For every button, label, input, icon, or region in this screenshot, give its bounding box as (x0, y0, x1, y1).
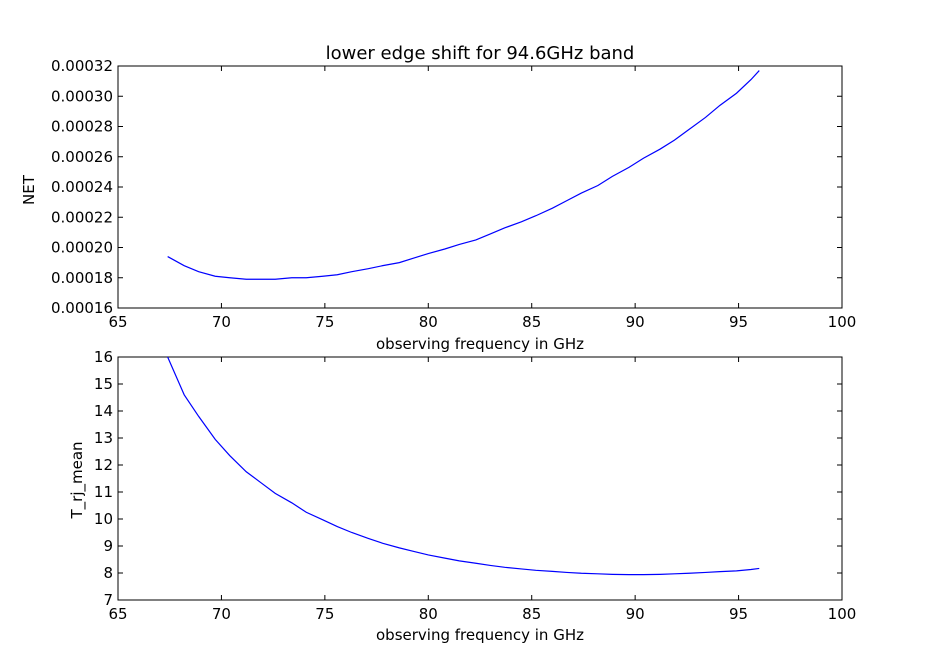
y-tick-label: 16 (94, 348, 113, 366)
x-tick-label: 70 (212, 313, 231, 331)
x-tick-label: 100 (828, 313, 857, 331)
y-tick-label: 10 (94, 510, 113, 528)
y-tick-label: 7 (103, 591, 113, 609)
y-tick-label: 0.00026 (51, 148, 113, 166)
x-tick-label: 85 (522, 313, 541, 331)
series-line-trj-mean (167, 356, 760, 576)
x-axis-label: observing frequency in GHz (376, 335, 584, 353)
y-tick-label: 0.00018 (51, 269, 113, 287)
plot-frame (117, 356, 843, 601)
series-line-net (167, 70, 760, 280)
x-tick-label: 90 (626, 313, 645, 331)
x-tick-label: 80 (419, 313, 438, 331)
y-tick-label: 12 (94, 456, 113, 474)
y-axis-ticks: 0.00016 0.00018 0.00020 0.00022 0.00024 0.000… (51, 57, 842, 317)
y-tick-label: 0.00016 (51, 299, 113, 317)
y-axis-ticks: 7 8 9 10 11 12 13 14 15 16 (94, 348, 842, 609)
y-tick-label: 13 (94, 429, 113, 447)
y-tick-label: 0.00032 (51, 57, 113, 75)
y-tick-label: 0.00020 (51, 239, 113, 257)
y-tick-label: 0.00022 (51, 208, 113, 226)
x-tick-label: 75 (315, 313, 334, 331)
x-axis-label: observing frequency in GHz (376, 626, 584, 644)
net-chart: lower edge shift for 94.6GHz band 65 70 75… (20, 43, 856, 353)
y-tick-label: 15 (94, 375, 113, 393)
x-tick-label: 95 (729, 313, 748, 331)
x-tick-label: 65 (108, 605, 127, 623)
chart-title: lower edge shift for 94.6GHz band (326, 43, 635, 64)
x-tick-label: 80 (419, 605, 438, 623)
x-tick-label: 100 (828, 605, 857, 623)
y-tick-label: 0.00024 (51, 178, 113, 196)
x-tick-label: 85 (522, 605, 541, 623)
y-axis-label: NET (20, 174, 38, 205)
trj-mean-chart: 65 70 75 80 85 90 95 100 7 8 9 10 11 12 13 14 15 16 obse… (68, 348, 856, 644)
x-tick-label: 95 (729, 605, 748, 623)
x-tick-label: 90 (626, 605, 645, 623)
y-tick-label: 11 (94, 483, 113, 501)
y-tick-label: 14 (94, 402, 113, 420)
y-tick-label: 8 (103, 564, 113, 582)
x-axis-ticks: 65 70 75 80 85 90 95 100 (108, 357, 856, 623)
x-tick-label: 65 (108, 313, 127, 331)
y-tick-label: 0.00028 (51, 118, 113, 136)
y-tick-label: 9 (103, 537, 113, 555)
y-axis-label: T_rj_mean (68, 441, 87, 519)
x-tick-label: 75 (315, 605, 334, 623)
x-tick-label: 70 (212, 605, 231, 623)
y-tick-label: 0.00030 (51, 87, 113, 105)
x-axis-ticks: 65 70 75 80 85 90 95 100 (108, 66, 856, 331)
